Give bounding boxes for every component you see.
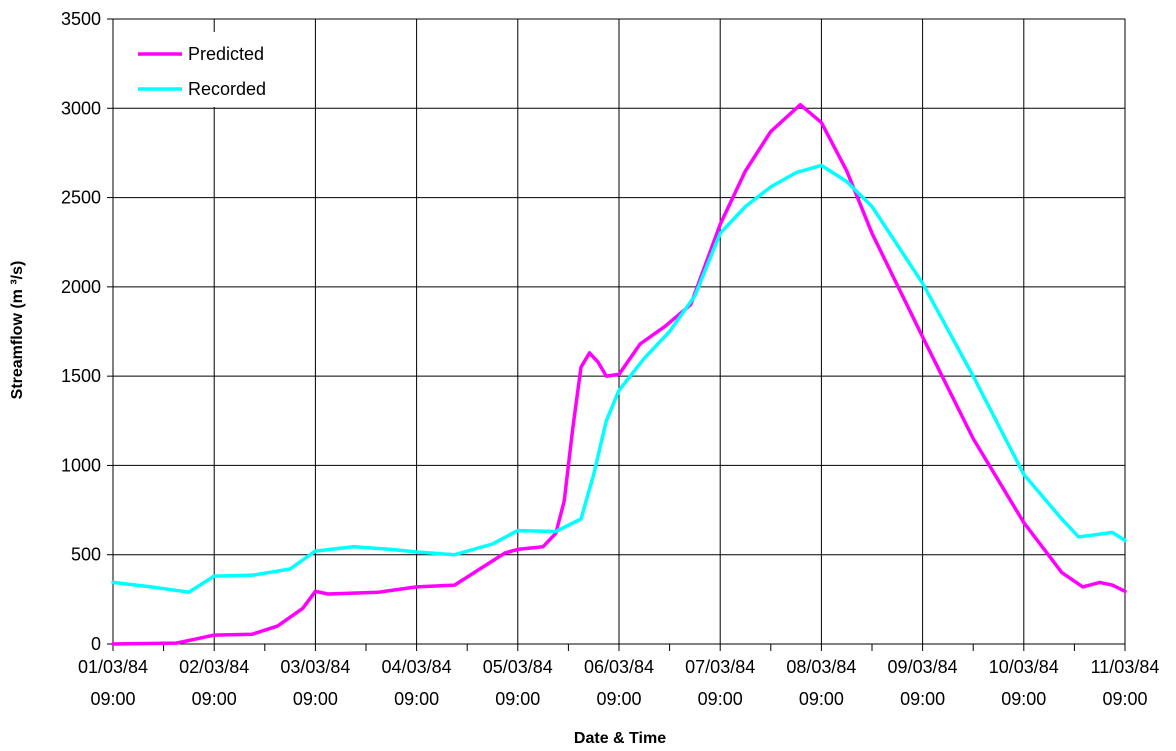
y-tick-label: 2500	[61, 188, 101, 208]
y-axis-title: Streamflow (m ³/s)	[9, 261, 26, 400]
x-tick-label: 05/03/84 09:00	[483, 657, 553, 709]
y-tick-label: 1000	[61, 455, 101, 475]
x-tick-label: 04/03/84 09:00	[382, 657, 452, 709]
y-tick-label: 3500	[61, 9, 101, 29]
plot-area	[107, 19, 1125, 651]
y-tick-label: 2000	[61, 277, 101, 297]
legend: Predicted Recorded	[117, 32, 292, 107]
y-tick-label: 500	[71, 545, 101, 565]
x-tick-label: 11/03/84 09:00	[1091, 657, 1160, 709]
x-tick-label: 07/03/84 09:00	[685, 657, 755, 709]
x-tick-label: 06/03/84 09:00	[584, 657, 654, 709]
y-tick-label: 1500	[61, 366, 101, 386]
x-tick-label: 03/03/84 09:00	[280, 657, 350, 709]
y-tick-label: 0	[91, 634, 101, 654]
x-tick-label: 01/03/84 09:00	[78, 657, 148, 709]
legend-label-recorded: Recorded	[188, 79, 266, 99]
y-axis-ticks: 0 500 1000 1500 2000 2500 3000 3500	[61, 9, 101, 654]
x-tick-label: 08/03/84 09:00	[786, 657, 856, 709]
x-tick-label: 10/03/84 09:00	[989, 657, 1059, 709]
x-tick-label: 09/03/84 09:00	[888, 657, 958, 709]
legend-label-predicted: Predicted	[188, 44, 264, 64]
x-axis-title: Date & Time	[574, 730, 666, 747]
x-axis-ticks: 01/03/84 09:00 02/03/84 09:00 03/03/84 09:00 0…	[78, 657, 1159, 709]
y-tick-label: 3000	[61, 98, 101, 118]
x-tick-label: 02/03/84 09:00	[179, 657, 249, 709]
